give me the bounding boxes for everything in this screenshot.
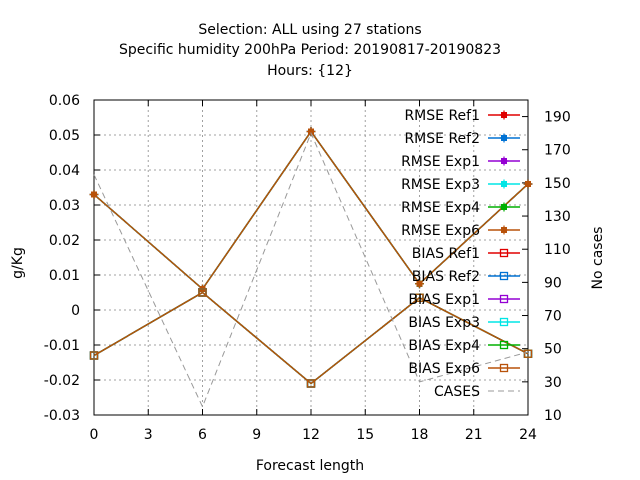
x-tick-label: 18 [411, 427, 429, 443]
series-cases [93, 131, 529, 408]
legend-label: BIAS Ref1 [412, 246, 480, 262]
y2-tick-label: 50 [544, 342, 562, 358]
series-bias-exp6 [89, 288, 533, 388]
title-line-2: Specific humidity 200hPa Period: 2019081… [119, 42, 501, 58]
data-point [499, 340, 509, 350]
legend-label: BIAS Exp3 [408, 315, 480, 331]
data-point [523, 349, 533, 358]
y-tick-label: -0.03 [44, 408, 80, 424]
legend-label: CASES [434, 384, 480, 400]
y-tick-label: 0.01 [49, 268, 80, 284]
legend-entry: RMSE Exp3 [401, 177, 520, 193]
data-point [198, 288, 207, 297]
legend-entry: RMSE Exp6 [401, 223, 520, 239]
data-point [499, 317, 509, 327]
data-point [499, 248, 509, 258]
y2-tick-label: 110 [544, 242, 571, 258]
data-point [499, 363, 509, 373]
y-tick-label: 0.04 [49, 163, 80, 179]
legend-entry: RMSE Exp1 [401, 154, 520, 170]
legend-label: RMSE Exp3 [401, 177, 480, 193]
legend-label: RMSE Ref1 [404, 108, 480, 124]
y2-tick-label: 70 [544, 309, 562, 325]
y2-axis-label: No cases [590, 227, 606, 290]
y-tick-label: 0.02 [49, 233, 80, 249]
x-tick-label: 24 [519, 427, 537, 443]
legend-label: RMSE Ref2 [404, 131, 480, 147]
legend-entry: BIAS Ref2 [412, 269, 520, 285]
legend-entry: RMSE Ref1 [404, 108, 520, 124]
series-lines [89, 127, 533, 408]
y-tick-label: -0.02 [44, 373, 80, 389]
legend-entry: BIAS Exp1 [408, 292, 520, 308]
data-point [89, 351, 99, 360]
legend: RMSE Ref1 RMSE Ref2 RMSE Exp1 RMSE Exp3 RMSE… [401, 108, 520, 400]
x-tick-label: 12 [302, 427, 320, 443]
legend-label: BIAS Ref2 [412, 269, 480, 285]
x-tick-label: 6 [198, 427, 207, 443]
y2-tick-label: 190 [544, 110, 571, 126]
y2-tick-label: 150 [544, 176, 571, 192]
legend-label: RMSE Exp4 [401, 200, 480, 216]
y-tick-label: 0.05 [49, 128, 80, 144]
legend-entry: BIAS Ref1 [412, 246, 520, 262]
data-point [415, 293, 424, 302]
axes [93, 99, 529, 416]
title-line-3: Hours: {12} [267, 63, 353, 79]
y-axis-label: g/Kg [10, 247, 26, 279]
x-tick-label: 9 [252, 427, 261, 443]
y2-tick-label: 30 [544, 375, 562, 391]
legend-entry: CASES [434, 384, 520, 400]
chart-title: Selection: ALL using 27 stations Specifi… [119, 22, 501, 79]
x-axis-label: Forecast length [256, 458, 364, 474]
y-tick-label: 0.06 [49, 93, 80, 109]
y2-tick-label: 130 [544, 209, 571, 225]
data-point [499, 271, 509, 281]
data-point [499, 294, 509, 304]
legend-entry: RMSE Ref2 [404, 131, 520, 147]
y2-tick-label: 90 [544, 275, 562, 291]
legend-label: RMSE Exp6 [401, 223, 480, 239]
legend-label: RMSE Exp1 [401, 154, 480, 170]
legend-entry: BIAS Exp4 [408, 338, 520, 354]
x-tick-label: 15 [356, 427, 374, 443]
grid [94, 100, 528, 415]
x-tick-label: 0 [90, 427, 99, 443]
legend-label: BIAS Exp6 [408, 361, 480, 377]
tick-labels: 0 3 6 9 12 15 18 21 24 -0.03 -0.02 -0.01 0 0.01 0.02 0.… [44, 93, 571, 443]
legend-label: BIAS Exp4 [408, 338, 480, 354]
legend-entry: RMSE Exp4 [401, 200, 520, 216]
legend-entry: BIAS Exp3 [408, 315, 520, 331]
data-point [306, 379, 316, 388]
y2-tick-label: 170 [544, 143, 571, 159]
y-tick-label: -0.01 [44, 338, 80, 354]
legend-label: BIAS Exp1 [408, 292, 480, 308]
x-tick-label: 21 [465, 427, 483, 443]
title-line-1: Selection: ALL using 27 stations [198, 22, 421, 38]
y-tick-label: 0.03 [49, 198, 80, 214]
legend-entry: BIAS Exp6 [408, 361, 520, 377]
y-tick-label: 0 [71, 303, 80, 319]
series-line [93, 291, 529, 385]
x-tick-label: 3 [144, 427, 153, 443]
series-line [93, 131, 529, 408]
y2-tick-label: 10 [544, 408, 562, 424]
